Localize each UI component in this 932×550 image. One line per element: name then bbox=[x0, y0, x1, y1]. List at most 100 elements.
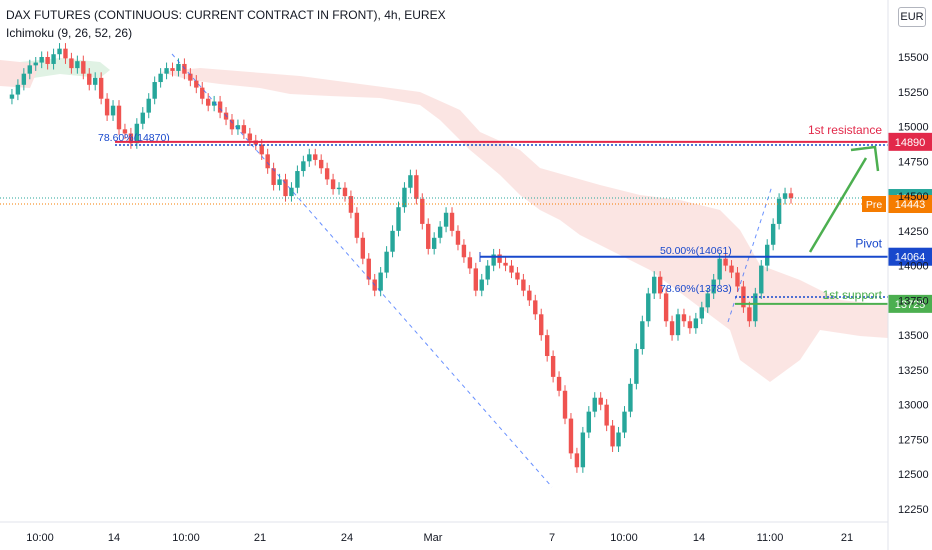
candle-body bbox=[782, 193, 788, 199]
candle-body bbox=[164, 68, 169, 74]
x-tick-label: 21 bbox=[254, 532, 266, 544]
candle-body bbox=[289, 187, 294, 197]
candle-body bbox=[277, 179, 282, 185]
fib-trend-line bbox=[171, 53, 553, 488]
candle-body bbox=[747, 307, 752, 322]
candle-body bbox=[170, 68, 175, 71]
candle-body bbox=[759, 265, 764, 294]
candle-body bbox=[669, 321, 675, 336]
price-axis[interactable]: 12250 12500 12750 13000 13250 13500 13750 14000… bbox=[887, 0, 929, 550]
y-tick-label: 14500 bbox=[898, 191, 929, 203]
y-tick-label: 15500 bbox=[898, 52, 929, 64]
candle-body bbox=[241, 125, 247, 134]
candle-body bbox=[235, 125, 241, 130]
candle-body bbox=[390, 230, 395, 252]
candle-body bbox=[598, 397, 603, 405]
candle-body bbox=[21, 73, 27, 85]
candle-body bbox=[568, 418, 574, 454]
level-price-label: 14064 bbox=[895, 252, 926, 264]
candle-body bbox=[396, 207, 401, 231]
candle-body bbox=[63, 48, 68, 59]
candle-body bbox=[562, 390, 568, 419]
candle-body bbox=[330, 179, 336, 190]
candle-body bbox=[318, 159, 324, 169]
candle-body bbox=[194, 80, 199, 88]
candle-body bbox=[158, 73, 163, 83]
candle-body bbox=[776, 198, 782, 224]
candle-body bbox=[509, 265, 514, 273]
candle-body bbox=[735, 272, 740, 287]
candle-body bbox=[39, 57, 44, 63]
candle-body bbox=[580, 432, 586, 468]
y-tick-label: 12250 bbox=[898, 504, 929, 516]
candle-body bbox=[437, 226, 443, 238]
candle-body bbox=[556, 376, 562, 391]
indicator-label[interactable]: Ichimoku (9, 26, 52, 26) bbox=[6, 26, 133, 40]
levels: 1st resistance 14890 Pivot 14064 1st support… bbox=[0, 123, 932, 313]
x-tick-label: Mar bbox=[424, 532, 443, 544]
candle-body bbox=[592, 397, 597, 412]
candle-body bbox=[402, 187, 407, 208]
candle-body bbox=[467, 257, 473, 269]
candle-body bbox=[152, 82, 157, 99]
candle-body bbox=[200, 87, 205, 99]
candle-body bbox=[788, 193, 794, 199]
candle-body bbox=[9, 94, 15, 99]
level-name: Pivot bbox=[855, 237, 882, 251]
candle-body bbox=[414, 175, 419, 199]
candle-body bbox=[211, 101, 217, 106]
candle-body bbox=[420, 198, 425, 224]
y-tick-label: 13000 bbox=[898, 400, 929, 412]
candle-body bbox=[723, 258, 728, 266]
candle-body bbox=[473, 268, 479, 291]
candle-body bbox=[455, 230, 461, 245]
candle-body bbox=[116, 105, 122, 130]
candle-body bbox=[539, 314, 544, 336]
candle-body bbox=[479, 279, 484, 291]
projection-arrow-line bbox=[808, 157, 868, 253]
currency-button[interactable]: EUR bbox=[898, 7, 926, 27]
candle-body bbox=[497, 254, 502, 263]
candle-body bbox=[770, 223, 776, 245]
level-price-tag bbox=[888, 132, 932, 151]
y-tick-label: 13500 bbox=[898, 330, 929, 342]
pre-label: Pre bbox=[866, 199, 883, 211]
candle-body bbox=[693, 318, 699, 329]
candle-body bbox=[753, 293, 758, 322]
candle-body bbox=[527, 290, 532, 301]
candle-body bbox=[110, 105, 116, 116]
pre-tag bbox=[862, 196, 886, 213]
candle-body bbox=[503, 262, 508, 266]
candle-body bbox=[45, 57, 50, 64]
time-axis[interactable]: 10:00 14 10:00 21 24 Mar 7 10:00 14 11:00 21 bbox=[0, 521, 888, 544]
candle-body bbox=[217, 101, 223, 113]
candle-body bbox=[711, 279, 716, 294]
level-price-label: 14890 bbox=[895, 137, 926, 149]
candle-body bbox=[657, 276, 663, 294]
candle-body bbox=[354, 212, 360, 238]
candle-body bbox=[104, 98, 110, 116]
candle-body bbox=[616, 432, 621, 447]
candle-body bbox=[622, 411, 627, 433]
x-tick-label: 24 bbox=[341, 532, 353, 544]
y-tick-label: 14750 bbox=[898, 156, 929, 168]
candle-body bbox=[176, 63, 181, 71]
y-tick-label: 15000 bbox=[898, 122, 929, 134]
candle-body bbox=[533, 300, 538, 315]
candle-body bbox=[663, 293, 669, 322]
candle-body bbox=[461, 244, 467, 258]
candle-body bbox=[122, 129, 128, 134]
y-tick-label: 13750 bbox=[898, 295, 929, 307]
x-tick-label: 14 bbox=[693, 532, 705, 544]
pre-price-label: 14443 bbox=[895, 199, 926, 211]
candle-body bbox=[550, 356, 556, 377]
candle-body bbox=[628, 383, 633, 412]
candle-body bbox=[87, 73, 92, 85]
y-tick-label: 12500 bbox=[898, 469, 929, 481]
pre-price-tag bbox=[888, 195, 932, 214]
candle-body bbox=[765, 244, 770, 266]
candle-body bbox=[515, 272, 520, 280]
candle-body bbox=[604, 404, 609, 426]
candle-body bbox=[98, 77, 104, 99]
